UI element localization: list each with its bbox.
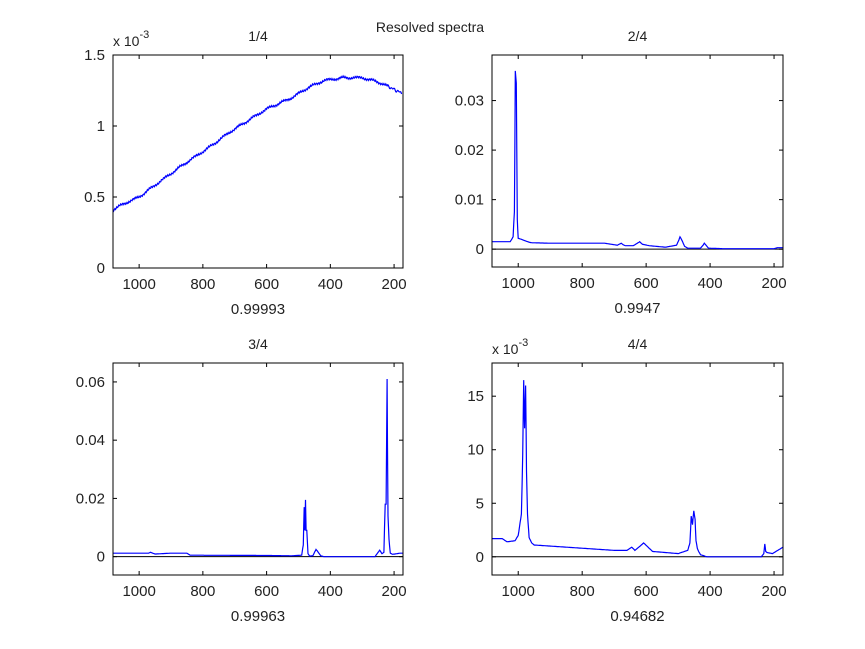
subplot-4: 1000 800 600 400 200 0 5 10 15 4/4 0.94682 x 10-3 (467, 336, 786, 625)
y-tick-label: 15 (467, 388, 484, 405)
x-axis-label: 0.9947 (615, 300, 661, 317)
y-multiplier: x 10-3 (492, 337, 528, 357)
spectrum-line (492, 70, 783, 250)
y-tick-label: 0.06 (76, 374, 105, 391)
x-axis-label: 0.99963 (231, 608, 285, 625)
x-tick-label: 200 (762, 275, 787, 292)
x-axis-label: 0.94682 (610, 608, 664, 625)
x-tick-label: 400 (318, 583, 343, 600)
x-tick-label: 400 (698, 583, 723, 600)
y-tick-label: 0 (97, 549, 105, 566)
x-tick-label: 200 (382, 276, 407, 293)
y-tick-label: 1.5 (84, 47, 105, 64)
y-tick-label: 10 (467, 442, 484, 459)
y-tick-label: 0 (97, 260, 105, 277)
x-tick-label: 1000 (502, 583, 535, 600)
subplot-title: 4/4 (628, 336, 648, 352)
y-tick-label: 0.04 (76, 432, 105, 449)
x-tick-label: 800 (570, 275, 595, 292)
x-tick-label: 600 (634, 275, 659, 292)
axes-box (491, 54, 784, 268)
y-multiplier-exponent: -3 (139, 29, 149, 41)
x-tick-label: 800 (190, 583, 215, 600)
y-tick-label: 0.5 (84, 189, 105, 206)
y-multiplier-exponent: -3 (518, 337, 528, 349)
axes-box (112, 54, 404, 269)
spectrum-line (113, 378, 403, 558)
y-tick-label: 0 (476, 549, 484, 566)
x-tick-label: 800 (190, 276, 215, 293)
x-tick-label: 400 (318, 276, 343, 293)
y-tick-label: 0.02 (76, 490, 105, 507)
spectrum-line (492, 380, 783, 558)
x-tick-label: 200 (382, 583, 407, 600)
x-tick-label: 600 (254, 583, 279, 600)
figure-title: Resolved spectra (376, 19, 484, 35)
y-tick-label: 0 (476, 241, 484, 258)
y-multiplier: x 10-3 (113, 29, 149, 49)
y-tick-label: 0.02 (455, 142, 484, 159)
x-tick-label: 1000 (502, 275, 535, 292)
x-tick-label: 600 (634, 583, 659, 600)
axes-box (112, 362, 404, 576)
subplot-title: 1/4 (248, 28, 268, 44)
x-tick-label: 400 (698, 275, 723, 292)
x-tick-label: 1000 (122, 583, 155, 600)
spectrum-line (113, 74, 403, 213)
subplot-1: 1000 800 600 400 200 0 0.5 1 1.5 1/4 0.99993 x 10-3 (84, 28, 406, 318)
subplot-title: 3/4 (248, 336, 268, 352)
x-tick-label: 200 (762, 583, 787, 600)
subplot-2: 1000 800 600 400 200 0 0.01 0.02 0.03 2/4 0.9947 (455, 28, 787, 317)
y-tick-label: 5 (476, 495, 484, 512)
x-tick-label: 1000 (122, 276, 155, 293)
axes-box (491, 362, 784, 576)
subplot-3: 1000 800 600 400 200 0 0.02 0.04 0.06 3/4 0.99963 (76, 336, 407, 625)
y-tick-label: 0.03 (455, 93, 484, 110)
subplot-title: 2/4 (628, 28, 648, 44)
y-tick-label: 0.01 (455, 192, 484, 209)
x-axis-label: 0.99993 (231, 301, 285, 318)
y-tick-label: 1 (97, 118, 105, 135)
x-tick-label: 800 (570, 583, 595, 600)
x-tick-label: 600 (254, 276, 279, 293)
